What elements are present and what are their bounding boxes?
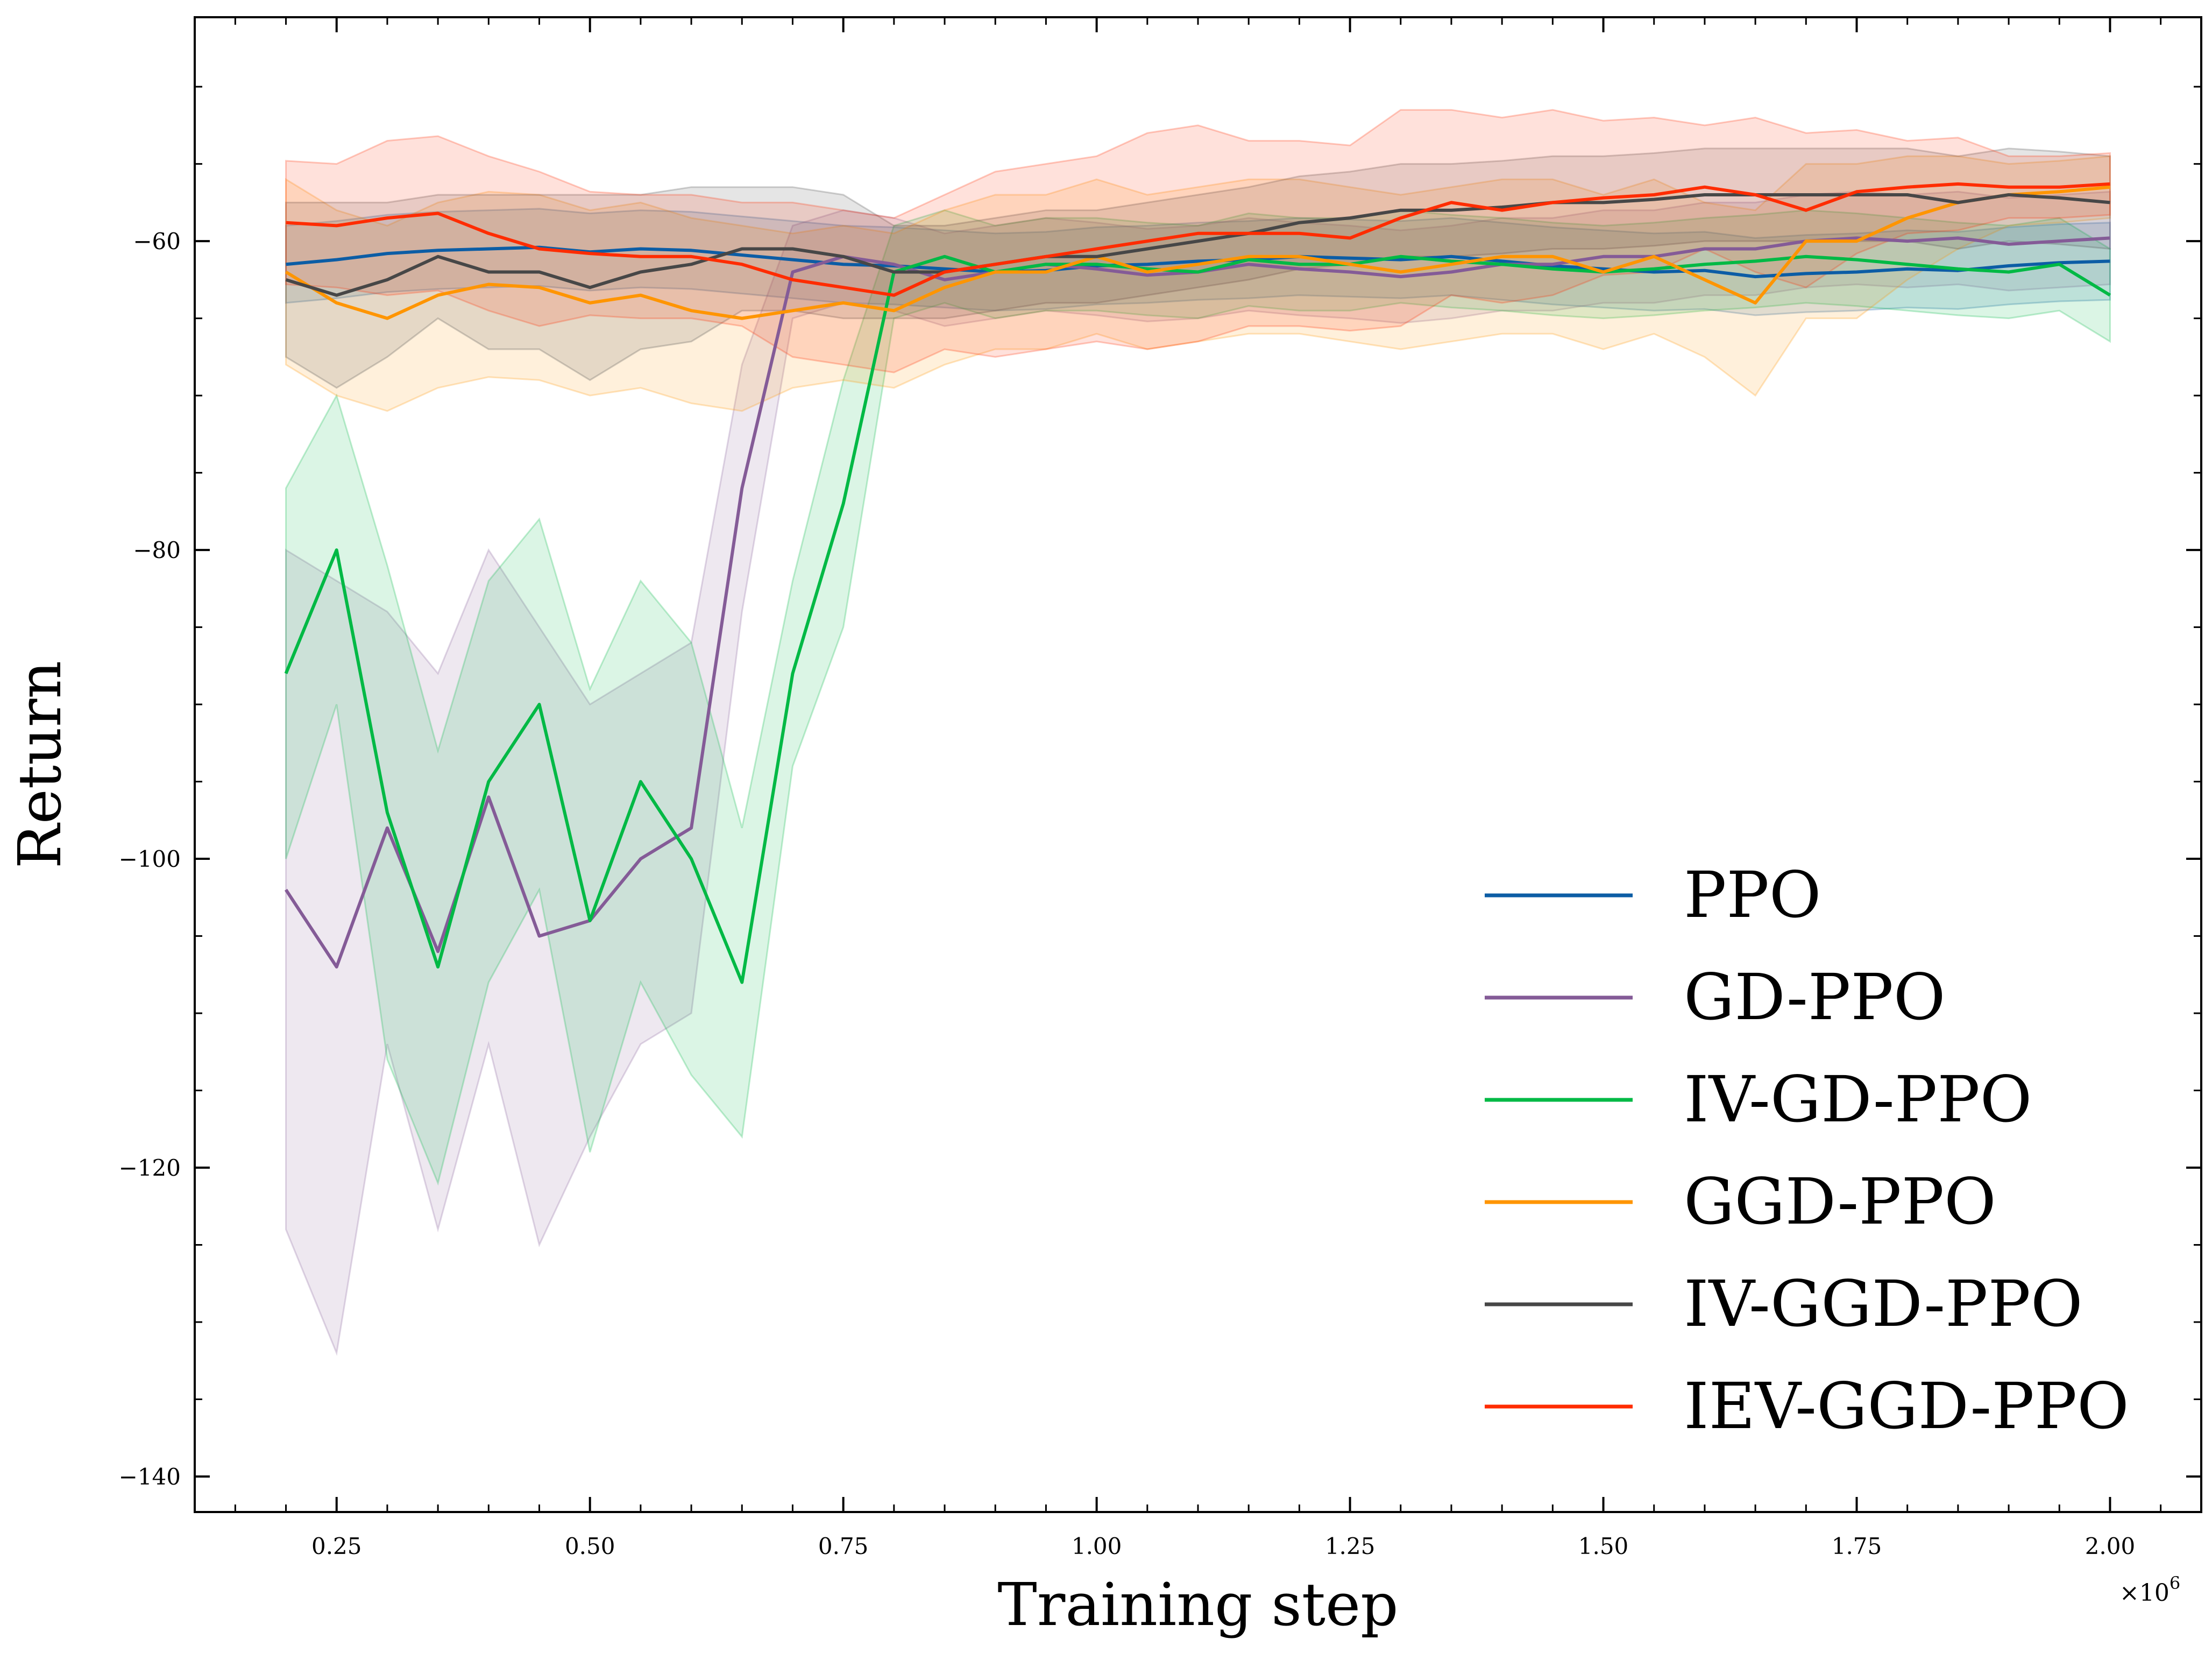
legend-label-ggd-ppo: GGD-PPO [1684, 1164, 1996, 1239]
x-axis: 0.25 0.50 0.75 1.00 1.25 1.50 1.75 2.00 [234, 17, 2162, 1559]
x-tick-label: 2.00 [2085, 1533, 2136, 1559]
y-axis-label: Return [5, 661, 74, 868]
y-tick-label: −80 [133, 537, 181, 563]
x-axis-label: Training step [997, 1570, 1398, 1639]
x-tick-label: 1.25 [1325, 1533, 1376, 1559]
y-axis: −140 −120 −100 −80 −60 [119, 86, 2201, 1490]
x-scale-factor: ×106 [2119, 1573, 2180, 1607]
line-iev-ggd-ppo [286, 182, 2110, 297]
y-tick-label: −60 [133, 228, 181, 255]
x-tick-label: 0.75 [818, 1533, 869, 1559]
band-iv-gd-ppo [285, 209, 2111, 1186]
line-iv-gd-ppo [284, 255, 2111, 984]
legend-label-gd-ppo: GD-PPO [1684, 960, 1945, 1034]
legend-label-ppo: PPO [1684, 858, 1821, 932]
legend-label-iv-ggd-ppo: IV-GGD-PPO [1684, 1267, 2083, 1341]
series-lines [284, 182, 2111, 984]
legend: PPO GD-PPO IV-GD-PPO GGD-PPO IV-GGD-PPO IEV-G… [1485, 858, 2129, 1443]
line-iv-ggd-ppo [285, 193, 2110, 297]
band-ggd-ppo [285, 155, 2111, 412]
y-tick-label: −100 [119, 846, 181, 872]
x-tick-label: 0.25 [311, 1533, 362, 1559]
x-tick-label: 1.50 [1578, 1533, 1629, 1559]
y-tick-label: −140 [119, 1464, 181, 1490]
y-tick-label: −120 [119, 1155, 181, 1181]
x-tick-label: 1.75 [1832, 1533, 1882, 1559]
x-scale-base: ×10 [2119, 1579, 2170, 1607]
legend-label-iev-ggd-ppo: IEV-GGD-PPO [1684, 1369, 2129, 1443]
legend-label-iv-gd-ppo: IV-GD-PPO [1684, 1062, 2032, 1136]
x-tick-label: 1.00 [1072, 1533, 1122, 1559]
band-iv-ggd-ppo [285, 147, 2111, 389]
line-ggd-ppo [285, 185, 2110, 320]
x-scale-exponent: 6 [2170, 1573, 2180, 1593]
x-tick-label: 0.50 [565, 1533, 615, 1559]
